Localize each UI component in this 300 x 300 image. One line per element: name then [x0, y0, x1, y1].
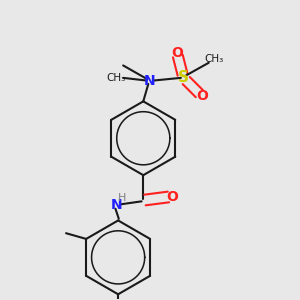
Text: O: O: [166, 190, 178, 204]
Text: CH₃: CH₃: [204, 54, 224, 64]
Text: S: S: [178, 70, 189, 86]
Text: N: N: [144, 74, 156, 88]
Text: O: O: [196, 89, 208, 103]
Text: H: H: [118, 193, 127, 203]
Text: N: N: [111, 198, 122, 212]
Text: O: O: [171, 46, 183, 60]
Text: CH₃: CH₃: [107, 73, 126, 83]
